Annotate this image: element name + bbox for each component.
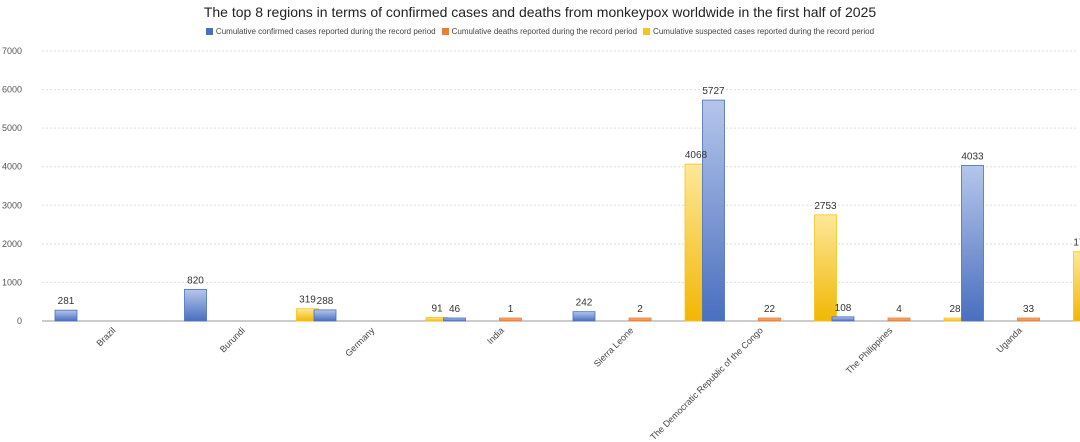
legend-item-confirmed: Cumulative confirmed cases reported duri… bbox=[205, 27, 436, 36]
data-label-deaths: 1 bbox=[508, 304, 514, 315]
y-tick-label: 3000 bbox=[2, 200, 22, 210]
x-category-label: Germany bbox=[343, 325, 377, 359]
x-category-label: The Philippines bbox=[844, 325, 895, 376]
data-label-confirmed: 4033 bbox=[961, 151, 984, 162]
y-tick-label: 6000 bbox=[2, 85, 22, 95]
x-category-label: Brazil bbox=[94, 325, 117, 348]
data-label-deaths: 2 bbox=[637, 304, 643, 315]
x-category-label: Burundi bbox=[218, 325, 247, 354]
x-category-label: The Democratic Republic of the Congo bbox=[648, 325, 765, 442]
legend-label-deaths: Cumulative deaths reported during the re… bbox=[451, 27, 638, 36]
bar-deaths bbox=[628, 317, 652, 322]
y-tick-label: 1000 bbox=[2, 277, 22, 287]
bar-confirmed bbox=[572, 311, 596, 322]
data-label-deaths: 4 bbox=[896, 304, 902, 315]
data-label-confirmed: 281 bbox=[58, 296, 75, 307]
bar-layer bbox=[54, 99, 1080, 322]
y-tick-label: 4000 bbox=[2, 162, 22, 172]
x-category-label: India bbox=[485, 325, 506, 346]
bar-deaths bbox=[1017, 317, 1040, 322]
bar-suspected bbox=[814, 214, 837, 322]
bar-confirmed bbox=[443, 317, 466, 322]
data-label-confirmed: 242 bbox=[576, 298, 593, 309]
bar-confirmed bbox=[831, 316, 855, 322]
legend-swatch-deaths bbox=[441, 28, 449, 35]
legend-item-suspected: Cumulative suspected cases reported duri… bbox=[643, 27, 874, 36]
data-label-deaths: 22 bbox=[764, 304, 776, 315]
data-label-suspected: 91 bbox=[431, 303, 443, 314]
legend-label-confirmed: Cumulative confirmed cases reported duri… bbox=[215, 27, 436, 36]
legend-label-suspected: Cumulative suspected cases reported duri… bbox=[653, 27, 875, 36]
data-label-suspected: 1796 bbox=[1073, 238, 1080, 249]
y-tick-label: 2000 bbox=[2, 239, 22, 249]
chart-title: The top 8 regions in terms of confirmed … bbox=[203, 4, 877, 20]
data-label-suspected: 2753 bbox=[814, 201, 837, 212]
x-category-label: Uganda bbox=[995, 325, 1024, 354]
data-label-suspected: 4068 bbox=[685, 150, 708, 161]
bar-confirmed bbox=[961, 165, 984, 322]
data-label-suspected: 319 bbox=[299, 295, 316, 306]
x-category-label: Sierra Leone bbox=[592, 325, 636, 369]
data-label-confirmed: 820 bbox=[187, 275, 204, 286]
bar-confirmed bbox=[313, 309, 337, 322]
data-label-suspected: 28 bbox=[949, 304, 961, 315]
data-label-confirmed: 108 bbox=[835, 303, 852, 314]
bar-deaths bbox=[499, 317, 522, 322]
data-label-deaths: 33 bbox=[1023, 304, 1035, 315]
bar-suspected bbox=[1073, 251, 1080, 322]
bar-deaths bbox=[887, 317, 911, 322]
y-tick-label: 0 bbox=[17, 316, 22, 326]
legend-swatch-suspected bbox=[643, 28, 651, 35]
bar-confirmed bbox=[702, 99, 725, 322]
bar-confirmed bbox=[184, 288, 207, 322]
bar-deaths bbox=[758, 317, 781, 322]
legend-swatch-confirmed bbox=[205, 28, 213, 35]
legend: Cumulative confirmed cases reported duri… bbox=[0, 27, 1080, 36]
bar-confirmed bbox=[54, 309, 78, 322]
data-label-confirmed: 288 bbox=[317, 296, 334, 307]
legend-item-deaths: Cumulative deaths reported during the re… bbox=[441, 27, 638, 36]
y-tick-label: 5000 bbox=[2, 123, 22, 133]
data-label-confirmed: 46 bbox=[449, 304, 461, 315]
data-label-confirmed: 5727 bbox=[702, 86, 725, 97]
y-tick-label: 7000 bbox=[2, 46, 22, 56]
